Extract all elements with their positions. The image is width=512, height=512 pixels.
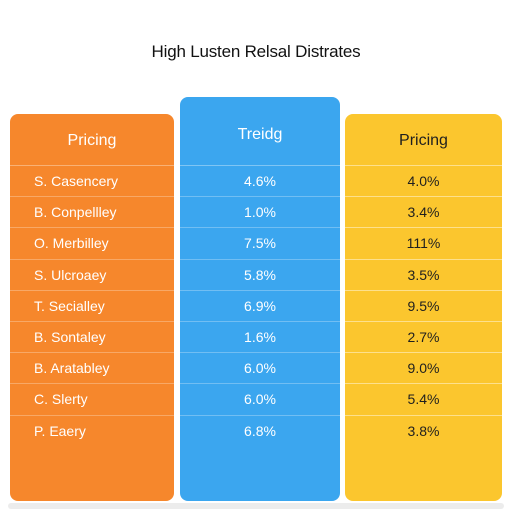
row-value-col3: 111% — [406, 235, 441, 252]
chart-title: High Lusten Relsal Distrates — [151, 42, 361, 61]
row-value-col2: 6.0% — [244, 391, 276, 408]
table-row: 6.9% — [180, 289, 340, 321]
table-row: P. Eaery — [10, 414, 174, 446]
table-row: 7.5% — [180, 227, 340, 258]
table-row: 6.8% — [180, 414, 340, 446]
table-row: 3.5% — [345, 258, 502, 290]
table-row: B. Aratabley — [10, 352, 174, 383]
table-row: 3.4% — [345, 196, 502, 227]
column-2-header: Treidg — [237, 126, 283, 143]
table-row: 6.0% — [180, 383, 340, 414]
column-3-header: Pricing — [399, 132, 448, 149]
table-row: B. Sontaley — [10, 321, 174, 352]
row-label: O. Merbilley — [34, 235, 109, 252]
row-value-col3: 2.7% — [407, 329, 440, 345]
table-row: 4.6% — [180, 165, 340, 196]
table-row: 9.5% — [345, 289, 502, 321]
row-value-col2: 1.0% — [244, 204, 276, 221]
row-value-col3: 5.4% — [407, 391, 440, 408]
row-label: T. Secialley — [34, 297, 105, 314]
row-value-col2: 6.0% — [244, 360, 276, 377]
table-row: 3.8% — [345, 414, 502, 446]
row-value-col2: 6.9% — [244, 297, 276, 314]
table-row: 111% — [345, 227, 502, 258]
row-value-col3: 3.8% — [407, 422, 440, 439]
row-value-col3: 3.4% — [407, 204, 440, 221]
table-row: B. Conpellley — [10, 196, 174, 227]
row-value-col3: 4.0% — [407, 173, 440, 189]
row-label: B. Conpellley — [34, 204, 117, 221]
row-label: S. Ulcroaey — [34, 266, 107, 283]
row-value-col3: 9.5% — [407, 297, 440, 314]
table-row: C. Slerty — [10, 383, 174, 414]
table-row: 2.7% — [345, 321, 502, 352]
table-row: 6.0% — [180, 352, 340, 383]
table-row: 5.4% — [345, 383, 502, 414]
row-value-col3: 3.5% — [407, 266, 440, 283]
column-3-panel: Pricing 4.0% 3.4% 111% 3.5% 9.5% 2.7% 9.0% 5.4%… — [345, 114, 502, 501]
row-label: S. Casencery — [34, 173, 119, 189]
row-value-col2: 1.6% — [244, 329, 276, 345]
table-row: S. Casencery — [10, 165, 174, 196]
row-value-col2: 7.5% — [244, 235, 276, 252]
table-row: 4.0% — [345, 165, 502, 196]
table-row: 5.8% — [180, 258, 340, 290]
table-row: O. Merbilley — [10, 227, 174, 258]
column-1-panel: Pricing S. Casencery B. Conpellley O. Merb… — [10, 114, 174, 501]
table-row: S. Ulcroaey — [10, 258, 174, 290]
table-row: 1.6% — [180, 321, 340, 352]
row-label: B. Aratabley — [34, 360, 110, 377]
row-label: P. Eaery — [34, 422, 86, 439]
row-label: C. Slerty — [34, 391, 88, 408]
table-row: T. Secialley — [10, 289, 174, 321]
row-label: B. Sontaley — [34, 329, 106, 345]
column-2-panel: Treidg 4.6% 1.0% 7.5% 5.8% 6.9% 1.6% 6.0% 6.0% 6… — [180, 97, 340, 501]
row-value-col2: 6.8% — [244, 422, 276, 439]
column-1-header: Pricing — [67, 132, 117, 149]
table-row: 1.0% — [180, 196, 340, 227]
table-row: 9.0% — [345, 352, 502, 383]
row-value-col3: 9.0% — [407, 360, 440, 377]
row-value-col2: 4.6% — [244, 173, 276, 189]
row-value-col2: 5.8% — [244, 266, 276, 283]
baseline-shadow — [8, 503, 504, 509]
